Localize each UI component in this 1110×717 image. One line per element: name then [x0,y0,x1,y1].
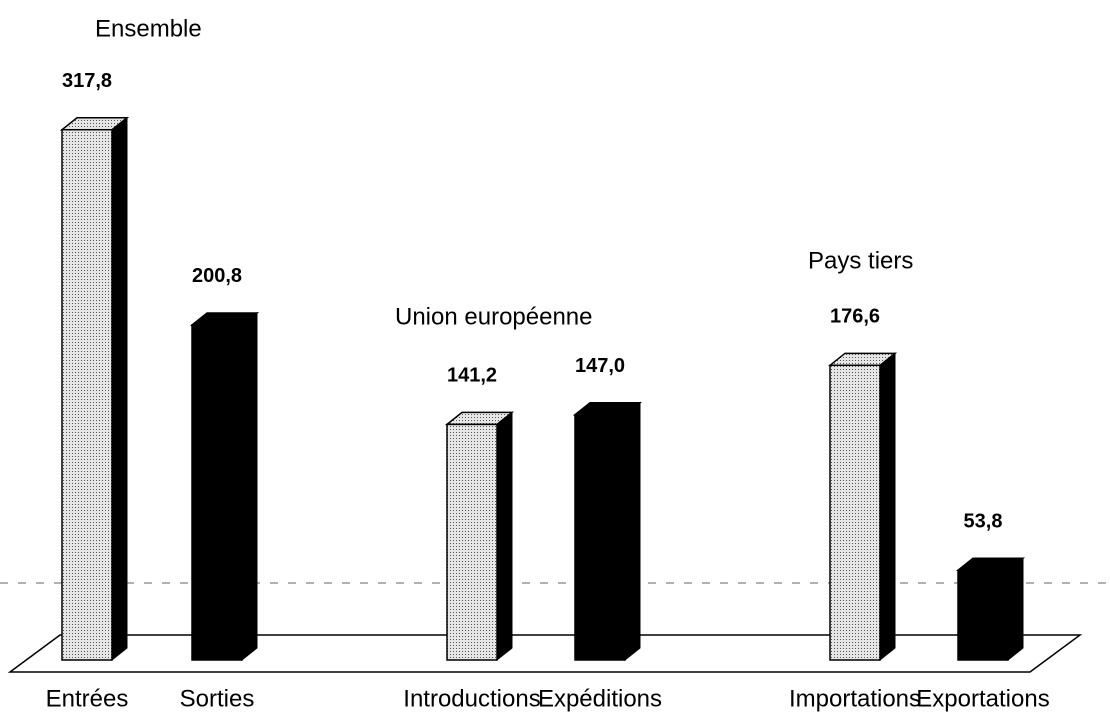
bar-side [496,411,513,662]
group-label: Pays tiers [808,247,913,274]
bar [446,423,498,661]
x-tick-label: Entrées [46,685,129,712]
bar [829,364,881,661]
floor [7,634,1083,673]
x-tick-label: Expéditions [538,685,662,712]
bar-side [241,311,258,662]
bar-side [1007,557,1024,662]
x-tick-label: Introductions [403,685,540,712]
bar [61,128,113,661]
value-label: 53,8 [964,511,1003,533]
group-label: Ensemble [95,15,202,42]
bar-side [879,352,896,662]
x-tick-label: Importations [789,685,921,712]
bar [191,324,243,661]
bar [957,569,1009,661]
value-label: 176,6 [830,306,880,328]
group-label: Union européenne [395,303,593,330]
value-label: 317,8 [62,70,112,92]
value-label: 147,0 [575,355,625,377]
x-tick-label: Sorties [180,685,255,712]
bar [574,413,626,661]
value-label: 200,8 [192,265,242,287]
bar-side [624,401,641,662]
x-tick-label: Exportations [916,685,1049,712]
value-label: 141,2 [447,365,497,387]
bar-side [111,116,128,662]
